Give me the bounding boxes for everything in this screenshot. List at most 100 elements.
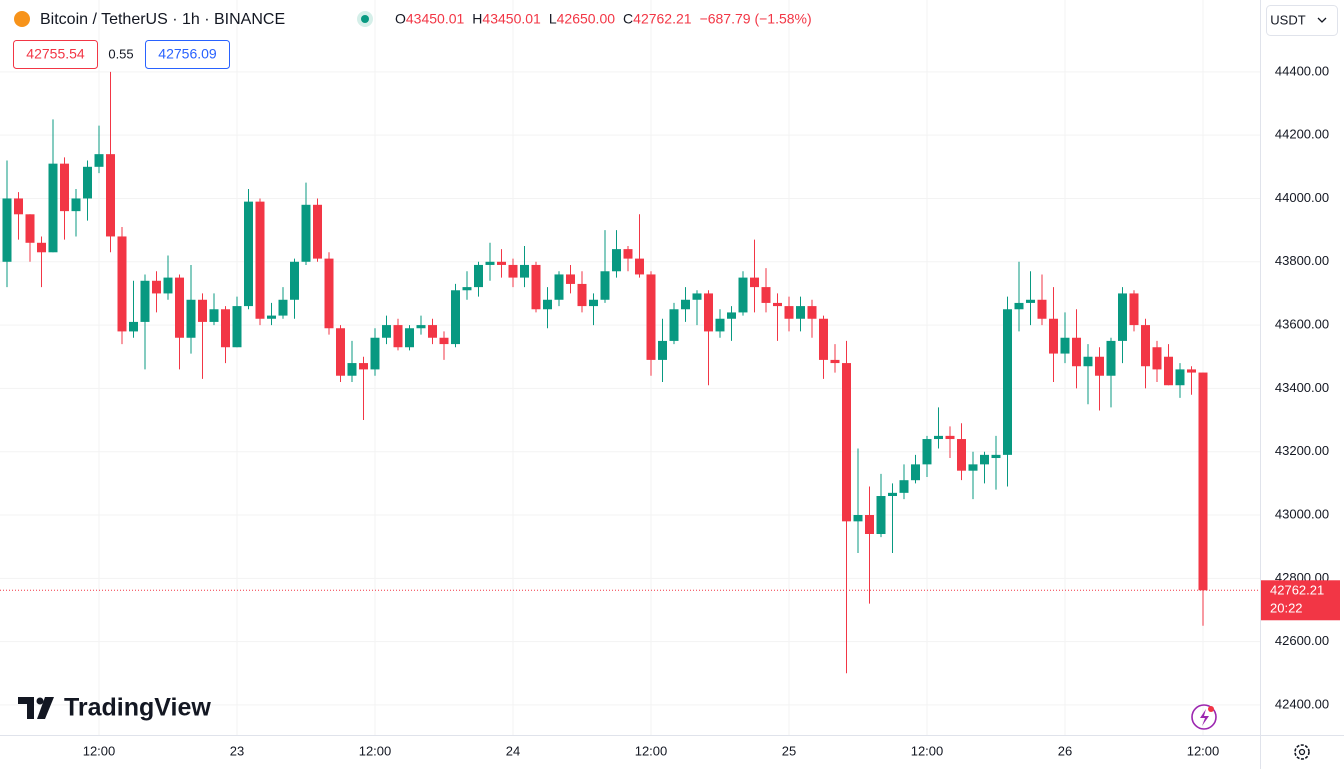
alert-icon[interactable] bbox=[1191, 704, 1217, 730]
y-tick-label: 43200.00 bbox=[1275, 443, 1329, 458]
ask-box[interactable] bbox=[145, 40, 230, 69]
candle-body bbox=[934, 435, 943, 440]
candle-body bbox=[1060, 337, 1070, 354]
candle-body bbox=[1037, 299, 1047, 319]
candle-body bbox=[106, 154, 115, 237]
x-tick-label: 12:00 bbox=[635, 743, 668, 758]
candle-body bbox=[451, 290, 460, 345]
y-tick-label: 44200.00 bbox=[1275, 127, 1329, 142]
y-tick-label: 43400.00 bbox=[1275, 380, 1329, 395]
candle-body bbox=[198, 299, 207, 322]
candle-body bbox=[485, 261, 495, 265]
ohlc-value: 43450.01 bbox=[482, 11, 541, 27]
candle-body bbox=[2, 198, 12, 262]
x-tick-label: 12:00 bbox=[83, 743, 116, 758]
candle-body bbox=[681, 299, 690, 310]
ohlc-key: H bbox=[472, 11, 482, 27]
candle-body bbox=[1026, 299, 1035, 303]
candle-body bbox=[439, 337, 449, 345]
candle-body bbox=[600, 271, 610, 300]
candle-body bbox=[888, 492, 897, 497]
candle-body bbox=[658, 340, 667, 360]
alert-dot bbox=[1208, 706, 1214, 712]
y-tick-label: 43000.00 bbox=[1275, 506, 1329, 521]
candle-body bbox=[83, 166, 92, 199]
x-tick-label: 12:00 bbox=[911, 743, 944, 758]
candle-body bbox=[221, 309, 230, 348]
candle-body bbox=[1152, 347, 1162, 370]
candle-body bbox=[37, 242, 46, 253]
logo-text: TradingView bbox=[64, 694, 211, 722]
countdown: 20:22 bbox=[1270, 601, 1303, 616]
plot bbox=[0, 71, 1260, 674]
price-tag-value: 42762.21 bbox=[1270, 583, 1324, 598]
ohlc-value: 43450.01 bbox=[406, 11, 465, 27]
candle-body bbox=[727, 312, 736, 319]
candle-body bbox=[382, 325, 391, 338]
candle-body bbox=[1118, 293, 1127, 341]
dropdown-arrow bbox=[1317, 17, 1327, 23]
candle-body bbox=[152, 280, 161, 294]
candle-body bbox=[968, 464, 978, 471]
y-tick-label: 44000.00 bbox=[1275, 190, 1329, 205]
candle-body bbox=[359, 363, 368, 370]
candle-body bbox=[945, 435, 955, 440]
price-tag: 42762.21 20:22 bbox=[1261, 580, 1340, 621]
candle-body bbox=[1049, 318, 1058, 354]
change: −687.79 (−1.58%) bbox=[700, 11, 812, 27]
candle-body bbox=[140, 280, 150, 322]
bid[interactable]: 42755.54 bbox=[26, 46, 85, 62]
candle-body bbox=[267, 315, 276, 319]
candle-body bbox=[1164, 356, 1173, 386]
candle-body bbox=[117, 236, 127, 332]
price-tag-box bbox=[1261, 580, 1340, 621]
candle-body bbox=[876, 496, 886, 534]
x-tick-label: 26 bbox=[1058, 743, 1072, 758]
ask[interactable]: 42756.09 bbox=[158, 46, 217, 62]
y-tick-label: 43800.00 bbox=[1275, 253, 1329, 268]
candle-body bbox=[531, 264, 541, 310]
candle-body bbox=[393, 325, 403, 348]
candle-body bbox=[715, 318, 725, 332]
candle-body bbox=[209, 309, 219, 322]
candle-body bbox=[347, 363, 357, 376]
candle-body bbox=[911, 464, 920, 481]
candle-body bbox=[635, 258, 644, 275]
candle-body bbox=[94, 154, 104, 167]
x-tick-label: 24 bbox=[506, 743, 520, 758]
candle-body bbox=[25, 214, 35, 243]
candle-body bbox=[991, 454, 1001, 459]
candle-body bbox=[899, 480, 909, 493]
currency[interactable]: USDT bbox=[1270, 12, 1305, 27]
x-tick-label: 23 bbox=[230, 743, 244, 758]
candle-body bbox=[1198, 372, 1208, 591]
axes: 42400.0042600.0042800.0043000.0043200.00… bbox=[83, 63, 1329, 758]
candle-body bbox=[1141, 325, 1150, 367]
candle-body bbox=[761, 287, 771, 303]
candle-body bbox=[796, 306, 805, 319]
grid bbox=[0, 0, 1260, 735]
candle-body bbox=[186, 299, 196, 338]
candle-body bbox=[313, 204, 322, 259]
y-tick-label: 43600.00 bbox=[1275, 317, 1329, 332]
candle-body bbox=[232, 306, 242, 348]
candle-body bbox=[1095, 356, 1104, 376]
candle-body bbox=[830, 359, 840, 364]
settings-icon[interactable] bbox=[1294, 744, 1310, 760]
candle-body bbox=[577, 283, 587, 307]
candle-body bbox=[60, 163, 69, 212]
currency-box[interactable] bbox=[1266, 5, 1338, 36]
candle-body bbox=[508, 264, 518, 278]
x-tick-label: 12:00 bbox=[359, 743, 392, 758]
symbol: Bitcoin / TetherUS · 1h · BINANCE bbox=[40, 11, 285, 28]
candle-body bbox=[784, 306, 794, 319]
y-tick-label: 42400.00 bbox=[1275, 696, 1329, 711]
candle-body bbox=[255, 201, 265, 319]
bid-box[interactable] bbox=[13, 40, 98, 69]
candle-body bbox=[175, 277, 184, 338]
candle-body bbox=[807, 306, 817, 319]
candle-body bbox=[669, 309, 679, 341]
candle-body bbox=[738, 277, 748, 313]
candle-body bbox=[750, 277, 759, 288]
